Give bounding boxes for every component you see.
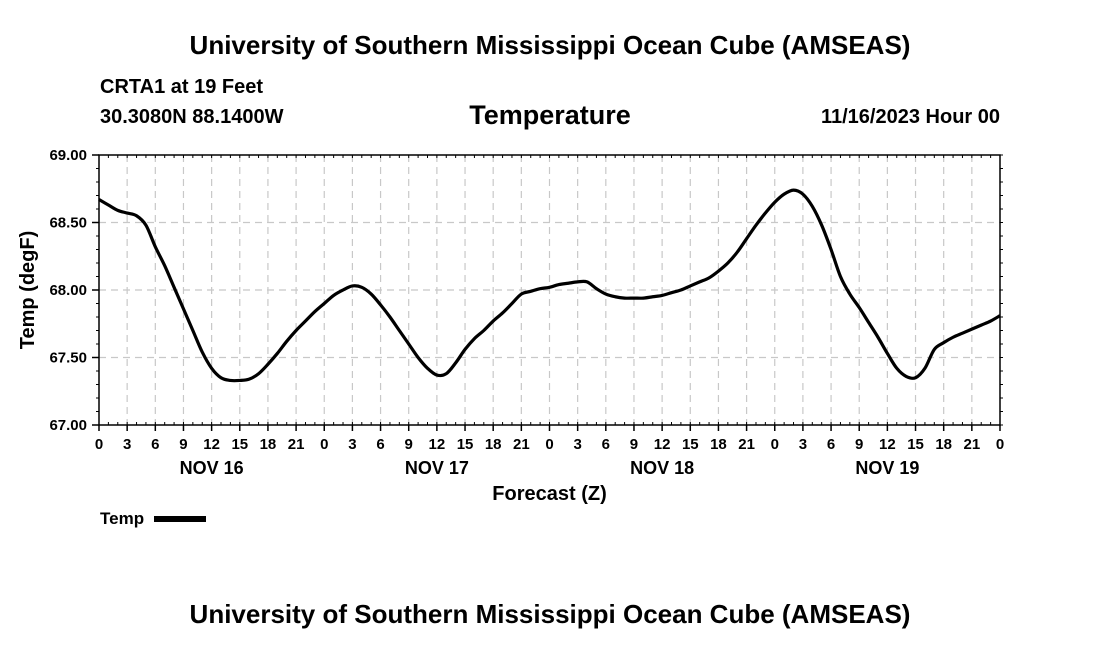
x-tick-label: 18 (935, 436, 952, 453)
x-tick-label: 3 (573, 436, 581, 453)
chart-title: Temperature (469, 100, 631, 130)
x-tick-label: 12 (429, 436, 446, 453)
legend-label: Temp (100, 509, 145, 528)
forecast-run-time: 11/16/2023 Hour 00 (820, 106, 1000, 128)
x-tick-label: 18 (260, 436, 277, 453)
x-tick-label: 9 (855, 436, 863, 453)
x-tick-label: 6 (376, 436, 384, 453)
x-tick-label: 3 (799, 436, 807, 453)
grid-lines (99, 155, 1000, 425)
x-tick-label: 12 (203, 436, 220, 453)
x-tick-label: 0 (95, 436, 103, 453)
x-tick-label: 9 (179, 436, 187, 453)
x-tick-label: 0 (996, 436, 1004, 453)
x-tick-label: 3 (348, 436, 356, 453)
x-tick-label: 12 (879, 436, 896, 453)
x-tick-label: 21 (288, 436, 305, 453)
x-tick-label: 21 (513, 436, 530, 453)
x-tick-label: 9 (405, 436, 413, 453)
x-day-label: NOV 18 (630, 458, 694, 478)
x-tick-label: 0 (320, 436, 328, 453)
x-tick-label: 15 (231, 436, 248, 453)
y-tick-label: 68.00 (49, 282, 87, 299)
x-tick-label: 0 (545, 436, 553, 453)
x-tick-label: 6 (827, 436, 835, 453)
x-tick-label: 18 (710, 436, 727, 453)
x-day-label: NOV 16 (180, 458, 244, 478)
series-line-temp (98, 188, 1001, 383)
x-tick-label: 6 (602, 436, 610, 453)
x-axis-label: Forecast (Z) (492, 483, 606, 505)
x-tick-label: 21 (964, 436, 981, 453)
y-axis-label: Temp (degF) (17, 231, 39, 350)
legend-line-swatch (154, 516, 207, 522)
station-coordinates: 30.3080N 88.1400W (100, 106, 284, 128)
x-tick-label: 15 (907, 436, 924, 453)
y-tick-label: 67.00 (49, 417, 87, 434)
x-tick-label: 18 (485, 436, 502, 453)
x-day-label: NOV 19 (855, 458, 919, 478)
y-tick-label: 67.50 (49, 350, 87, 367)
x-tick-label: 3 (123, 436, 131, 453)
x-tick-label: 9 (630, 436, 638, 453)
x-tick-label: 6 (151, 436, 159, 453)
x-day-label: NOV 17 (405, 458, 469, 478)
y-tick-label: 68.50 (49, 215, 87, 232)
y-tick-label: 69.00 (49, 147, 87, 164)
x-tick-label: 0 (771, 436, 779, 453)
station-label: CRTA1 at 19 Feet (100, 76, 264, 98)
x-tick-label: 12 (654, 436, 671, 453)
x-tick-label: 15 (457, 436, 474, 453)
x-tick-label: 21 (738, 436, 755, 453)
chart-footer-title: University of Southern Mississippi Ocean… (189, 599, 911, 629)
x-tick-label: 15 (682, 436, 699, 453)
legend: Temp (100, 509, 207, 529)
chart-header-title: University of Southern Mississippi Ocean… (189, 30, 911, 60)
